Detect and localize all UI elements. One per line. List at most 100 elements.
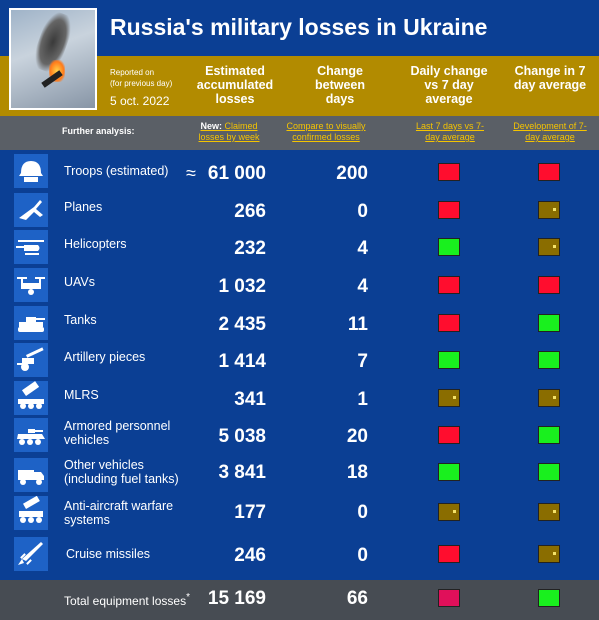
row-change: 0 [357,201,368,222]
claimed-losses-link[interactable]: New: Claimed losses by week [198,121,260,142]
avg-indicator [538,276,560,294]
row-label: Tanks [64,313,97,327]
analysis-band [0,116,599,150]
row-change: 4 [357,276,368,297]
column-change-7day: Change in 7 day average [513,64,587,92]
row-change: 18 [346,462,368,483]
report-date: 5 oct. 2022 [110,94,170,108]
header-photo [9,8,97,110]
rocket-launcher-icon [14,381,48,415]
row-value: 1 414 [218,351,266,372]
table-row: UAVs 1 032 4 [0,266,599,304]
row-change: 200 [336,163,368,184]
total-value: 15 169 [207,588,266,609]
row-value: 341 [234,389,266,410]
row-value: 1 032 [218,276,266,297]
row-value: 61 000 [207,163,266,184]
drone-icon [14,268,48,302]
daily-indicator [438,426,460,444]
row-label: Artillery pieces [64,350,146,364]
total-change: 66 [346,588,368,609]
row-value: 5 038 [218,426,266,447]
approx-sign: ≈ [186,163,196,183]
row-label: Helicopters [64,237,127,251]
daily-indicator [438,276,460,294]
page-title: Russia's military losses in Ukraine [110,14,488,40]
compare-confirmed-link[interactable]: Compare to visually confirmed losses [286,121,366,142]
row-label: Troops (estimated) [64,164,169,178]
avg-indicator [538,503,560,521]
total-avg-indicator [538,589,560,607]
daily-indicator [438,351,460,369]
total-daily-indicator [438,589,460,607]
row-label: UAVs [64,275,96,289]
table-row: Troops (estimated) ≈ 61 000 200 [0,152,599,190]
total-label: Total equipment losses* [64,592,190,608]
apc-icon [14,418,48,452]
row-label: Cruise missiles [66,547,151,561]
avg-indicator [538,463,560,481]
daily-indicator [438,545,460,563]
row-label: Other vehicles (including fuel tanks) [64,458,179,486]
daily-indicator [438,389,460,407]
daily-indicator [438,163,460,181]
table-row: Other vehicles (including fuel tanks) 3 … [0,456,599,494]
avg-indicator [538,314,560,332]
row-change: 7 [357,351,368,372]
avg-indicator [538,201,560,219]
tank-icon [14,306,48,340]
daily-indicator [438,463,460,481]
row-label: Planes [64,200,103,214]
row-value: 2 435 [218,314,266,335]
anti-aircraft-icon [14,496,48,530]
truck-icon [14,458,48,492]
table-row: Planes 266 0 [0,191,599,229]
column-header-band [0,56,599,116]
avg-indicator [538,238,560,256]
table-row: Helicopters 232 4 [0,228,599,266]
avg-indicator [538,351,560,369]
table-row: Tanks 2 435 11 [0,304,599,342]
row-value: 246 [234,545,266,566]
header-band [0,0,599,56]
table-row: Cruise missiles 246 0 [0,535,599,573]
column-change-days: Change between days [314,64,365,106]
table-row: Armored personnel vehicles 5 038 20 [0,416,599,454]
row-change: 4 [357,238,368,259]
helmet-icon [14,154,48,188]
total-row [0,580,599,620]
row-change: 0 [357,545,368,566]
column-daily-change: Daily change vs 7 day average [410,64,488,106]
avg-indicator [538,163,560,181]
row-change: 1 [357,389,368,410]
reported-note: Reported on (for previous day) [110,68,173,88]
row-value: 266 [234,201,266,222]
table-row: MLRS 341 1 [0,379,599,417]
row-change: 20 [346,426,368,447]
plane-icon [14,193,48,227]
table-row: Anti-aircraft warfare systems 177 0 [0,494,599,532]
row-value: 3 841 [218,462,266,483]
artillery-icon [14,343,48,377]
missile-icon [14,537,48,571]
table-row: Artillery pieces 1 414 7 [0,341,599,379]
daily-indicator [438,503,460,521]
avg-indicator [538,426,560,444]
helicopter-icon [14,230,48,264]
further-analysis-label: Further analysis: [62,126,135,136]
avg-indicator [538,389,560,407]
row-value: 232 [234,238,266,259]
avg-indicator [538,545,560,563]
daily-indicator [438,201,460,219]
daily-indicator [438,238,460,256]
row-change: 11 [347,314,368,335]
row-label: Armored personnel vehicles [64,419,171,447]
row-label: MLRS [64,388,99,402]
row-change: 0 [357,502,368,523]
row-label: Anti-aircraft warfare systems [64,499,174,527]
daily-indicator [438,314,460,332]
column-estimated: Estimated accumulated losses [196,64,274,106]
development-7day-link[interactable]: Development of 7-day average [513,121,587,142]
row-value: 177 [234,502,266,523]
last-7-days-link[interactable]: Last 7 days vs 7-day average [415,121,485,142]
